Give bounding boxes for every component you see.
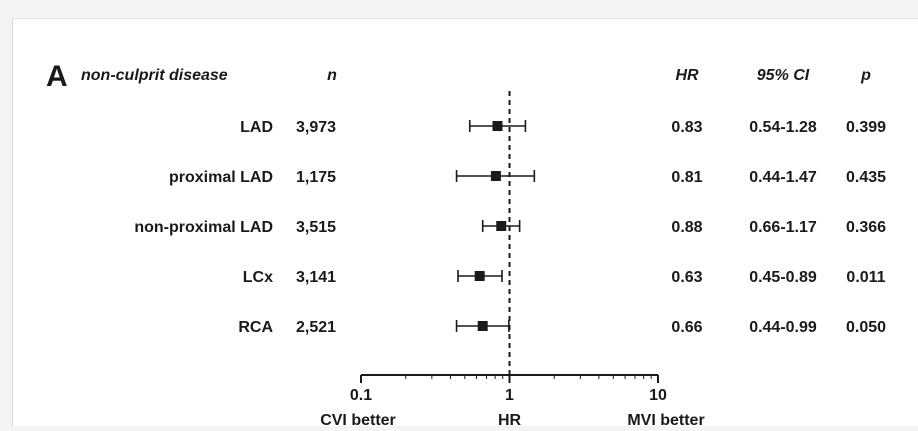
axis-layer: 0.1 1 10 CVI better HR MVI better	[320, 91, 705, 429]
row-n: 3,141	[296, 269, 336, 286]
row-ci-value: 0.45-0.89	[749, 269, 817, 286]
forest-plot: A non-culprit disease n HR 95% CI p LAD 3…	[46, 60, 886, 429]
row-ci-value: 0.44-0.99	[749, 319, 817, 336]
row-hr-value: 0.63	[671, 269, 702, 286]
chart-title: non-culprit disease	[81, 67, 228, 84]
hr-point	[496, 221, 507, 231]
x-tick-label: 10	[649, 387, 667, 404]
hr-point	[477, 321, 488, 331]
row-label: LCx	[243, 269, 273, 286]
row-ci-value: 0.66-1.17	[749, 219, 817, 236]
header-hr: HR	[675, 67, 699, 84]
x-axis-title: HR	[498, 412, 522, 426]
figure-frame: A non-culprit disease n HR 95% CI p LAD 3…	[12, 18, 918, 429]
hr-point	[492, 121, 503, 131]
row-hr-value: 0.83	[671, 119, 702, 136]
header-p: p	[860, 67, 871, 84]
row-label: LAD	[240, 119, 273, 136]
header-ci: 95% CI	[757, 67, 810, 84]
row-p-value: 0.011	[846, 269, 885, 286]
x-tick-label: 1	[505, 387, 514, 404]
row-n: 1,175	[296, 169, 336, 186]
row-n: 3,515	[296, 219, 336, 236]
row-label: proximal LAD	[169, 169, 273, 186]
forest-row: non-proximal LAD 3,515 0.88 0.66-1.17 0.366	[134, 219, 886, 236]
right-axis-label: MVI better	[627, 412, 704, 426]
forest-row: LCx 3,141 0.63 0.45-0.89 0.011	[243, 269, 886, 286]
row-n: 3,973	[296, 119, 336, 136]
row-p-value: 0.399	[846, 119, 886, 136]
header-n: n	[327, 67, 337, 84]
rows-layer: LAD 3,973 0.83 0.54-1.28 0.399 proximal LAD 1,…	[134, 119, 886, 336]
row-hr-value: 0.81	[671, 169, 702, 186]
hr-point	[490, 171, 501, 181]
hr-point	[474, 271, 485, 281]
row-hr-value: 0.66	[671, 319, 702, 336]
forest-row: LAD 3,973 0.83 0.54-1.28 0.399	[240, 119, 886, 136]
row-n: 2,521	[296, 319, 336, 336]
panel-letter: A	[46, 60, 68, 93]
forest-row: RCA 2,521 0.66 0.44-0.99 0.050	[238, 319, 886, 336]
left-axis-label: CVI better	[320, 412, 396, 426]
row-ci-value: 0.44-1.47	[749, 169, 817, 186]
row-ci-value: 0.54-1.28	[749, 119, 817, 136]
row-p-value: 0.050	[846, 319, 886, 336]
x-tick-label: 0.1	[350, 387, 372, 404]
row-hr-value: 0.88	[671, 219, 702, 236]
row-p-value: 0.435	[846, 169, 886, 186]
row-label: non-proximal LAD	[134, 219, 273, 236]
forest-row: proximal LAD 1,175 0.81 0.44-1.47 0.435	[169, 169, 886, 186]
row-p-value: 0.366	[846, 219, 886, 236]
row-label: RCA	[238, 319, 273, 336]
